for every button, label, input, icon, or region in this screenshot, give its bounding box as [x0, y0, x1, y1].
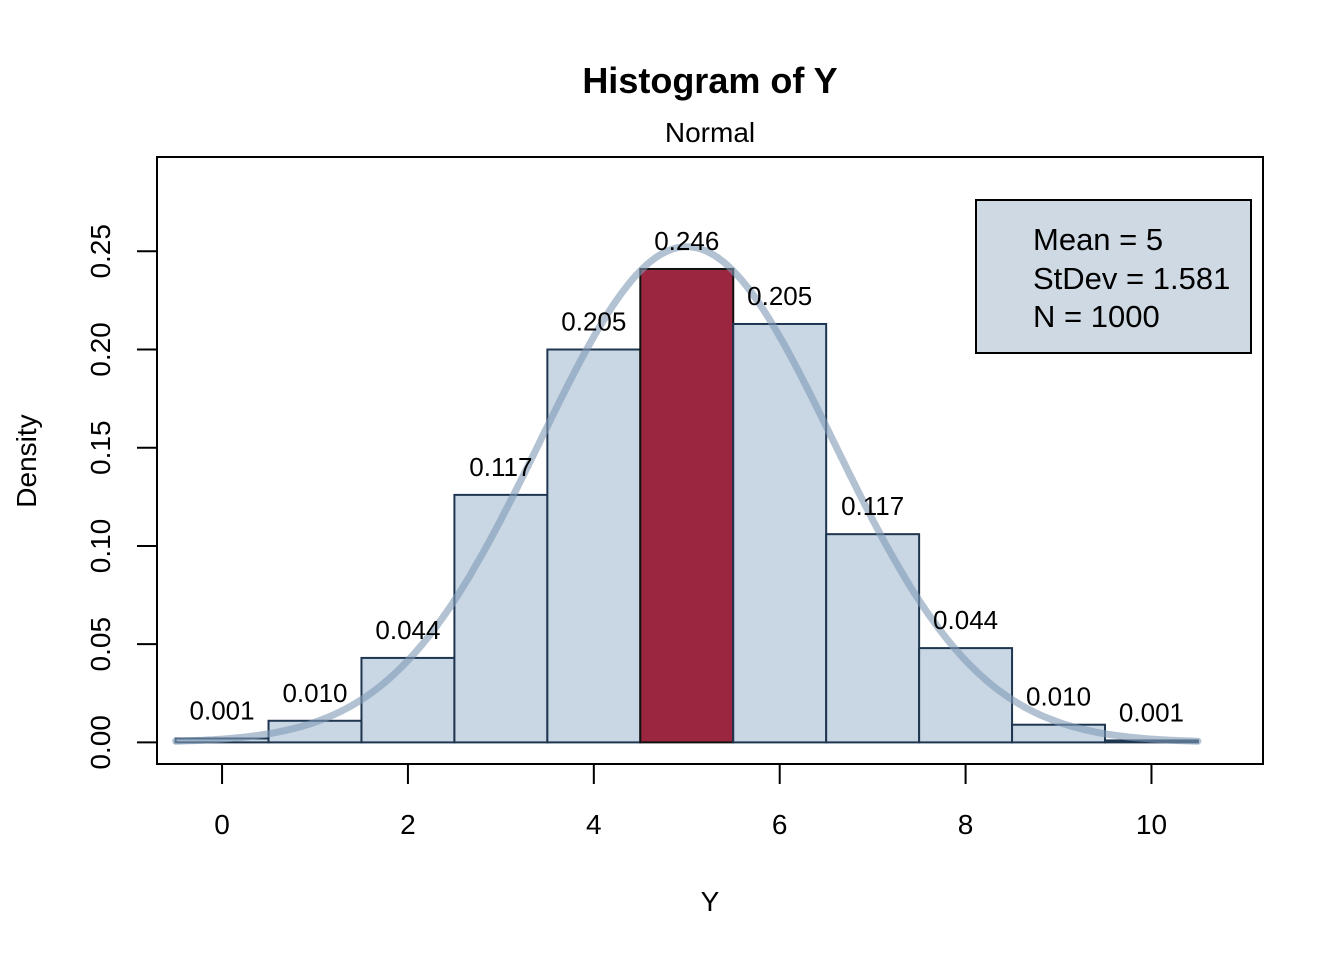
stats-legend-box [975, 199, 1252, 354]
x-tick-label: 2 [400, 809, 416, 840]
x-tick-label: 4 [586, 809, 602, 840]
y-tick-label: 0.25 [85, 224, 116, 278]
histogram-bar [732, 322, 828, 744]
bar-value-label: 0.117 [841, 491, 904, 521]
y-tick-label: 0.00 [85, 715, 116, 770]
chart-title: Histogram of Y [582, 60, 837, 101]
histogram-bar-highlight [639, 267, 735, 744]
bar-value-label: 0.010 [282, 678, 347, 708]
bar-value-label: 0.205 [747, 281, 812, 311]
stats-n: N = 1000 [1033, 299, 1160, 334]
bar-value-label: 0.001 [1119, 697, 1184, 727]
y-axis: 0.00 0.05 0.10 0.15 0.20 0.25 [85, 224, 158, 770]
plot-frame [156, 156, 1264, 765]
x-tick-label: 10 [1136, 809, 1167, 840]
bar-value-label: 0.044 [933, 605, 998, 635]
x-tick-label: 8 [958, 809, 974, 840]
y-tick-label: 0.20 [85, 322, 116, 377]
stats-stdev: StDev = 1.581 [1033, 261, 1230, 296]
histogram-bar [453, 493, 549, 744]
x-tick-label: 0 [214, 809, 230, 840]
y-tick-label: 0.05 [85, 617, 116, 672]
bars-group [174, 267, 1199, 744]
x-tick-label: 6 [772, 809, 788, 840]
x-axis: 0 2 4 6 8 10 [214, 763, 1167, 840]
density-curve [172, 243, 1202, 745]
histogram-bar [546, 348, 642, 744]
x-axis-label: Y [701, 886, 720, 917]
bar-value-label: 0.010 [1026, 682, 1091, 712]
chart-subtitle: Normal [665, 117, 755, 148]
stats-legend: Mean = 5 StDev = 1.581 N = 1000 [975, 199, 1252, 354]
bar-value-label: 0.044 [375, 615, 440, 645]
bar-labels-group: 0.001 0.010 0.044 0.117 0.205 0.246 0.205 0.117… [190, 226, 1184, 727]
stats-mean: Mean = 5 [1033, 222, 1163, 257]
bar-value-label: 0.001 [190, 695, 255, 725]
curve-group [172, 243, 1202, 745]
histogram-bar [825, 533, 921, 744]
histogram-bar [360, 656, 456, 744]
bar-value-label: 0.117 [469, 452, 532, 482]
bar-value-label: 0.205 [561, 307, 626, 337]
y-tick-label: 0.10 [85, 519, 116, 574]
y-tick-label: 0.15 [85, 420, 116, 475]
bar-value-label: 0.246 [654, 226, 719, 256]
y-axis-label: Density [11, 414, 42, 507]
